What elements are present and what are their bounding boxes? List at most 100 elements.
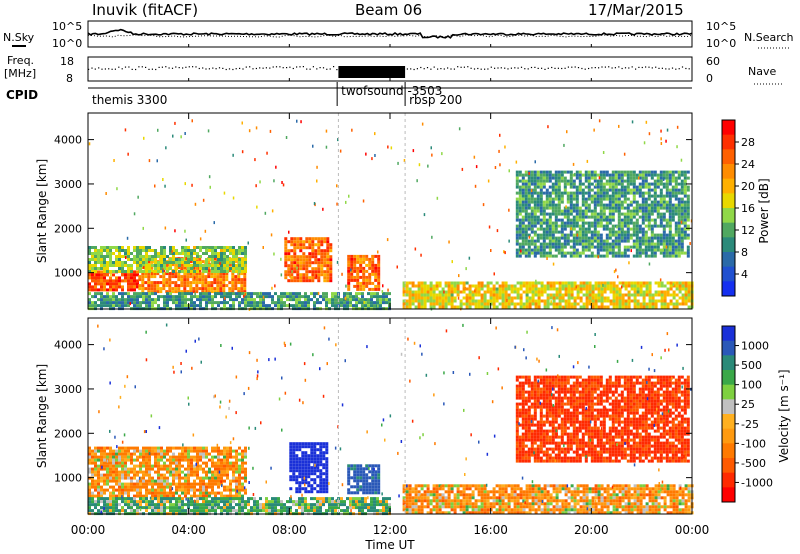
heatmap-cell: [151, 452, 154, 456]
heatmap-cell: [118, 276, 121, 280]
heatmap-cell: [130, 270, 133, 273]
heatmap-cell: [632, 245, 636, 249]
heatmap-cell: [91, 252, 94, 255]
heatmap-cell: [371, 260, 375, 264]
heatmap-cell: [118, 252, 121, 255]
heatmap-cell: [205, 473, 208, 477]
heatmap-speckle: [281, 181, 283, 184]
heatmap-cell: [671, 218, 675, 222]
heatmap-cell: [229, 449, 232, 453]
heatmap-cell: [542, 251, 546, 255]
heatmap-cell: [590, 224, 594, 228]
heatmap-cell: [196, 295, 199, 299]
heatmap-cell: [323, 255, 327, 259]
heatmap-cell: [638, 236, 642, 240]
heatmap-cell: [656, 185, 660, 189]
heatmap-cell: [405, 284, 409, 288]
heatmap-cell: [405, 293, 409, 297]
heatmap-cell: [94, 473, 97, 477]
heatmap-cell: [133, 279, 136, 283]
heatmap-cell: [665, 245, 669, 249]
heatmap-cell: [542, 173, 546, 177]
heatmap-cell: [575, 239, 579, 243]
heatmap-cell: [504, 299, 508, 303]
heatmap-cell: [554, 191, 558, 195]
heatmap-cell: [97, 455, 100, 459]
heatmap-cell: [539, 224, 543, 228]
heatmap-cell: [136, 485, 139, 489]
heatmap-cell: [548, 227, 552, 231]
heatmap-cell: [287, 240, 291, 244]
heatmap-cell: [208, 491, 211, 495]
freq-mark: [514, 67, 516, 69]
heatmap-cell: [139, 476, 142, 480]
heatmap-cell: [584, 209, 588, 213]
heatmap-cell: [635, 185, 639, 189]
heatmap-speckle: [382, 284, 384, 288]
heatmap-cell: [551, 227, 555, 231]
heatmap-cell: [325, 292, 328, 296]
heatmap-cell: [627, 299, 631, 303]
heatmap-cell: [223, 458, 226, 462]
heatmap-cell: [214, 449, 217, 453]
heatmap-cell: [521, 176, 525, 180]
heatmap-cell: [184, 304, 187, 308]
heatmap-cell: [156, 272, 160, 276]
heatmap-speckle: [255, 126, 258, 130]
heatmap-cell: [326, 243, 330, 247]
heatmap-cell: [650, 233, 654, 237]
heatmap-cell: [578, 218, 582, 222]
heatmap-cell: [656, 215, 660, 219]
heatmap-cell: [614, 197, 618, 201]
heatmap-cell: [136, 282, 139, 286]
heatmap-cell: [653, 191, 657, 195]
heatmap-cell: [103, 446, 106, 450]
heatmap-cell: [536, 200, 540, 204]
heatmap-cell: [599, 203, 603, 207]
heatmap-cell: [284, 264, 288, 268]
heatmap-cell: [365, 275, 369, 279]
heatmap-cell: [468, 287, 472, 291]
heatmap-cell: [220, 264, 223, 267]
heatmap-cell: [217, 449, 220, 453]
heatmap-cell: [373, 304, 376, 308]
heatmap-cell: [518, 194, 522, 198]
heatmap-cell: [575, 176, 579, 180]
heatmap-cell: [554, 182, 558, 186]
heatmap-cell: [608, 179, 612, 183]
heatmap-cell: [635, 236, 639, 240]
heatmap-cell: [169, 267, 172, 270]
heatmap-cell: [139, 494, 142, 498]
heatmap-speckle: [534, 243, 536, 247]
heatmap-cell: [588, 299, 592, 303]
heatmap-cell: [169, 491, 172, 495]
heatmap-cell: [560, 251, 564, 255]
heatmap-cell: [172, 470, 175, 474]
heatmap-speckle: [280, 273, 283, 277]
heatmap-cell: [299, 240, 303, 244]
heatmap-cell: [329, 255, 333, 259]
heatmap-cell: [659, 215, 663, 219]
heatmap-cell: [651, 293, 655, 297]
heatmap-cell: [665, 179, 669, 183]
heatmap-cell: [277, 301, 280, 305]
heatmap-cell: [510, 287, 514, 291]
heatmap-cell: [154, 491, 157, 495]
heatmap-cell: [420, 287, 424, 291]
heatmap-cell: [127, 295, 130, 299]
heatmap-cell: [177, 287, 181, 291]
heatmap-cell: [166, 255, 169, 258]
heatmap-cell: [178, 467, 181, 471]
heatmap-cell: [204, 284, 208, 288]
freq-mark: [138, 66, 140, 68]
heatmap-cell: [181, 301, 184, 305]
heatmap-cell: [462, 284, 466, 288]
heatmap-cell: [193, 446, 196, 450]
heatmap-cell: [465, 299, 469, 303]
heatmap-cell: [620, 206, 624, 210]
heatmap-cell: [190, 304, 193, 308]
heatmap-cell: [492, 290, 496, 294]
heatmap-cell: [154, 464, 157, 468]
heatmap-cell: [644, 236, 648, 240]
heatmap-cell: [314, 249, 318, 253]
